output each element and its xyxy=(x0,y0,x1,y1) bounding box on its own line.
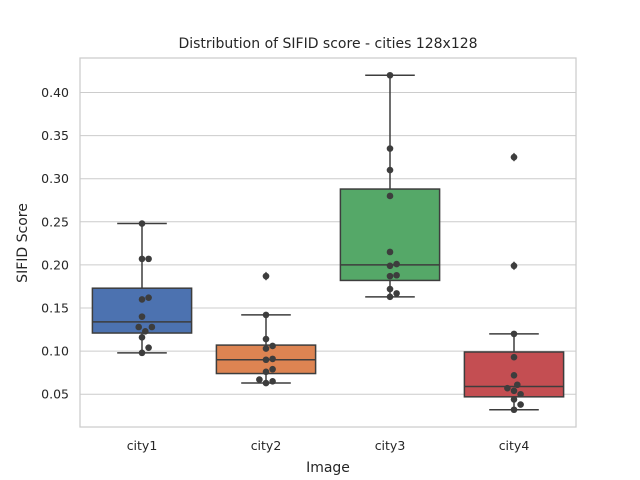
data-point-city2 xyxy=(262,345,270,352)
data-point-city1 xyxy=(138,313,146,320)
data-point-city1 xyxy=(138,296,146,303)
data-point-city2 xyxy=(269,365,276,373)
data-point-city4 xyxy=(510,262,518,270)
data-point-city4 xyxy=(510,330,518,338)
data-point-city4 xyxy=(510,371,518,379)
data-point-city2 xyxy=(269,378,276,385)
y-tick-label: 0.40 xyxy=(41,85,69,100)
data-point-city4 xyxy=(510,353,518,361)
y-tick-label: 0.05 xyxy=(41,387,69,402)
data-point-city2 xyxy=(262,335,270,343)
data-point-city3 xyxy=(393,290,400,297)
data-point-city3 xyxy=(386,262,394,270)
data-point-city4 xyxy=(517,401,524,408)
chart-title: Distribution of SIFID score - cities 128… xyxy=(178,36,477,52)
data-point-city4 xyxy=(517,390,524,398)
data-point-city1 xyxy=(138,349,146,357)
data-point-city4 xyxy=(514,381,521,389)
y-tick-label: 0.30 xyxy=(41,171,69,186)
data-point-city1 xyxy=(145,344,152,351)
data-point-city3 xyxy=(386,248,394,256)
data-point-city1 xyxy=(142,328,149,335)
y-tick-label: 0.10 xyxy=(41,344,69,359)
y-tick-label: 0.25 xyxy=(41,214,69,229)
data-point-city1 xyxy=(138,220,146,227)
y-tick-labels: 0.05 0.10 0.15 0.20 0.25 0.30 0.35 0.40 xyxy=(41,85,69,402)
data-point-city4 xyxy=(504,384,511,392)
data-point-city3 xyxy=(386,71,394,79)
data-point-city3 xyxy=(386,272,394,280)
box-city3 xyxy=(339,74,441,298)
data-point-city4 xyxy=(510,153,518,161)
data-point-city3 xyxy=(386,166,394,174)
data-point-city3 xyxy=(386,192,394,200)
data-point-city3 xyxy=(393,271,400,279)
data-point-city2 xyxy=(269,342,276,350)
data-point-city4 xyxy=(510,396,518,403)
y-tick-label: 0.20 xyxy=(41,257,69,272)
data-point-city1 xyxy=(135,323,142,331)
swarm-points xyxy=(135,71,524,414)
x-tick-label-city1: city1 xyxy=(127,438,158,453)
y-tick-label: 0.15 xyxy=(41,301,69,316)
data-point-city2 xyxy=(262,368,270,376)
y-axis-label: SIFID Score xyxy=(15,203,31,283)
x-axis-label: Image xyxy=(306,460,350,476)
data-point-city4 xyxy=(510,406,518,414)
x-tick-label-city2: city2 xyxy=(251,438,282,453)
data-point-city3 xyxy=(393,260,400,268)
data-point-city3 xyxy=(386,145,394,152)
data-point-city1 xyxy=(138,255,146,263)
plot-area-frame xyxy=(79,57,577,428)
data-point-city1 xyxy=(145,294,152,301)
x-tick-label-city3: city3 xyxy=(375,438,406,453)
data-point-city1 xyxy=(148,323,156,331)
data-point-city1 xyxy=(145,255,152,263)
x-tick-label-city4: city4 xyxy=(499,438,530,453)
data-point-city2 xyxy=(262,272,270,280)
data-point-city3 xyxy=(386,285,394,293)
data-point-city2 xyxy=(262,356,270,364)
box-city1 xyxy=(91,222,193,354)
data-point-city2 xyxy=(262,311,270,319)
data-point-city3 xyxy=(386,293,394,301)
x-tick-labels: city1 city2 city3 city4 xyxy=(127,438,530,453)
y-tick-label: 0.35 xyxy=(41,128,69,143)
box-iqr xyxy=(91,287,193,334)
data-point-city2 xyxy=(262,379,270,387)
data-point-city1 xyxy=(138,334,146,341)
data-point-city2 xyxy=(269,355,276,363)
data-point-city4 xyxy=(510,387,518,395)
data-point-city2 xyxy=(256,376,263,383)
